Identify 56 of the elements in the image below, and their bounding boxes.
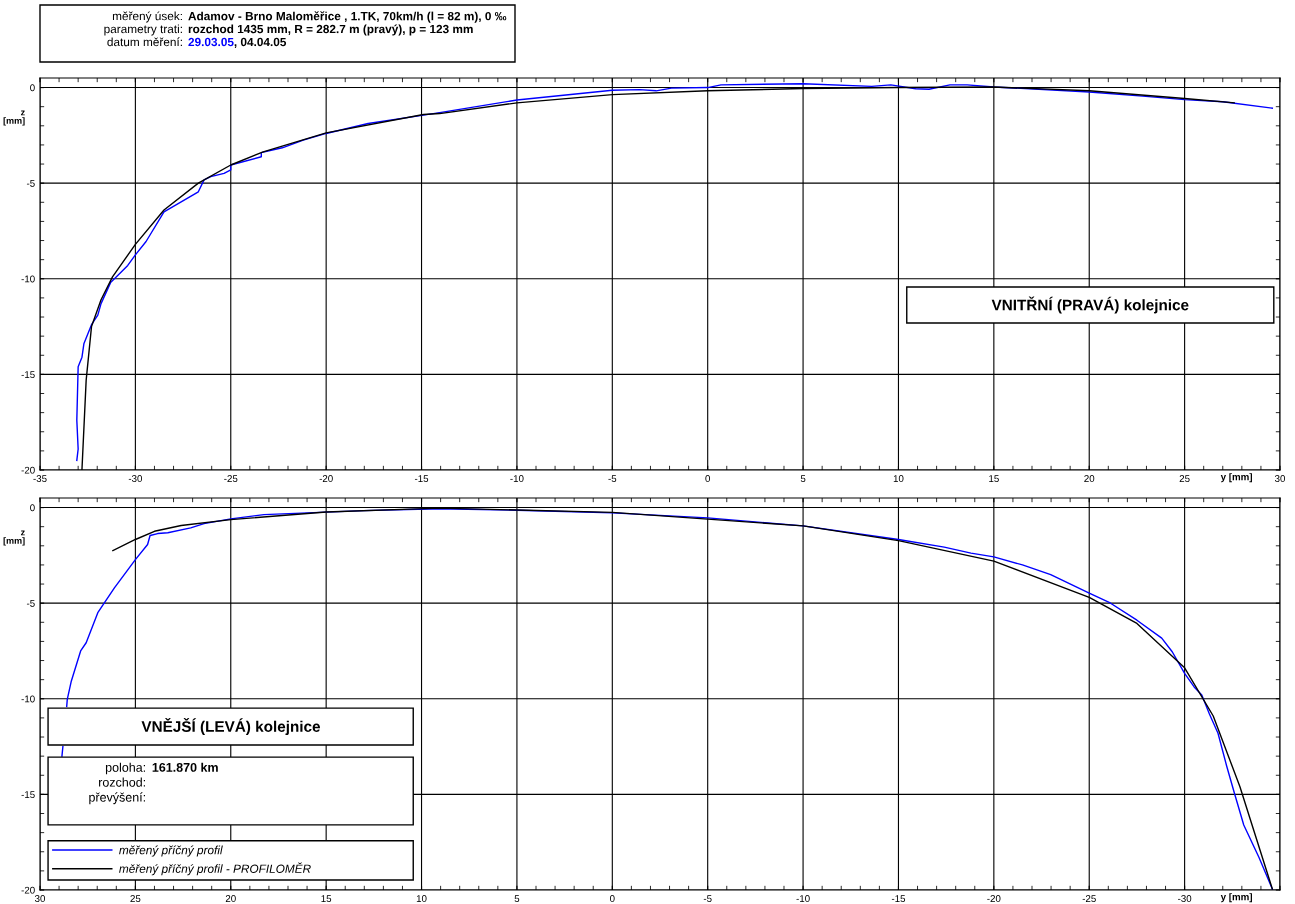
x-tick-label: -5 xyxy=(608,475,617,482)
x-axis-title: y [mm] xyxy=(1220,893,1252,903)
y-tick-label: -10 xyxy=(21,275,35,283)
x-tick-label: 10 xyxy=(893,475,904,482)
x-tick-label: 25 xyxy=(1179,475,1190,482)
annotation: převýšení: xyxy=(89,792,146,805)
x-tick-label: -25 xyxy=(1082,895,1096,902)
text: měřený úsek: xyxy=(112,11,182,23)
text: datum měření: xyxy=(107,37,182,47)
annotation: 161.870 km xyxy=(152,762,218,772)
y-tick-label: 0 xyxy=(30,504,35,512)
text: rozchod 1435 mm, R = 282.7 m (pravý), p = 123 mm xyxy=(188,24,473,36)
x-tick-label: 25 xyxy=(130,895,141,902)
x-tick-label: 15 xyxy=(989,475,999,482)
text: parametry trati: xyxy=(104,24,182,36)
y-tick-label: -20 xyxy=(21,466,35,474)
text: , 04.04.05 xyxy=(234,37,287,48)
x-tick-label: 5 xyxy=(800,475,806,482)
x-axis-title: y [mm] xyxy=(1220,473,1252,483)
x-tick-label: 0 xyxy=(609,895,615,902)
x-tick-label: -30 xyxy=(1178,895,1192,902)
y-tick-label: -5 xyxy=(26,180,35,187)
x-tick-label: -15 xyxy=(891,895,906,902)
y-tick-label: -5 xyxy=(26,600,35,607)
x-tick-label: 20 xyxy=(225,895,236,902)
x-tick-label: 15 xyxy=(321,895,332,902)
x-tick-label: 10 xyxy=(416,895,427,902)
x-tick-label: 5 xyxy=(514,895,520,902)
x-tick-label: -5 xyxy=(703,895,712,902)
x-tick-label: 0 xyxy=(705,475,711,482)
text: Adamov - Brno Maloměřice , 1.TK, 70km/h (l = 82 m), 0 ‰ xyxy=(188,11,507,23)
y-tick-label: 0 xyxy=(30,84,35,92)
legend-label: měřený příčný profil - PROFILOMĚR xyxy=(119,862,311,876)
x-tick-label: -35 xyxy=(33,475,47,482)
y-tick-label: -20 xyxy=(21,886,35,894)
x-tick-label: 20 xyxy=(1084,475,1095,482)
x-tick-label: -15 xyxy=(414,475,429,482)
y-axis-title: z [mm] xyxy=(3,110,25,126)
y-axis-title: z [mm] xyxy=(3,530,25,546)
y-tick-label: -15 xyxy=(21,791,35,799)
x-tick-label: 30 xyxy=(1274,475,1286,482)
annotation: poloha: xyxy=(105,762,146,775)
x-tick-label: 30 xyxy=(34,895,46,902)
y-tick-label: -15 xyxy=(21,371,35,379)
annotation: VNITŘNÍ (PRAVÁ) kolejnice xyxy=(991,296,1189,314)
annotation: rozchod: xyxy=(99,777,146,787)
x-tick-label: -25 xyxy=(224,475,238,482)
y-tick-label: -10 xyxy=(21,695,35,703)
annotation: VNĚJŠÍ (LEVÁ) kolejnice xyxy=(141,718,321,735)
x-tick-label: -10 xyxy=(510,475,524,482)
x-tick-label: -20 xyxy=(319,475,333,482)
text: 29.03.05 xyxy=(188,37,234,47)
x-tick-label: -20 xyxy=(987,895,1001,902)
x-tick-label: -10 xyxy=(796,895,810,902)
x-tick-label: -30 xyxy=(128,475,143,482)
legend-label: měřený příčný profil xyxy=(119,845,223,857)
